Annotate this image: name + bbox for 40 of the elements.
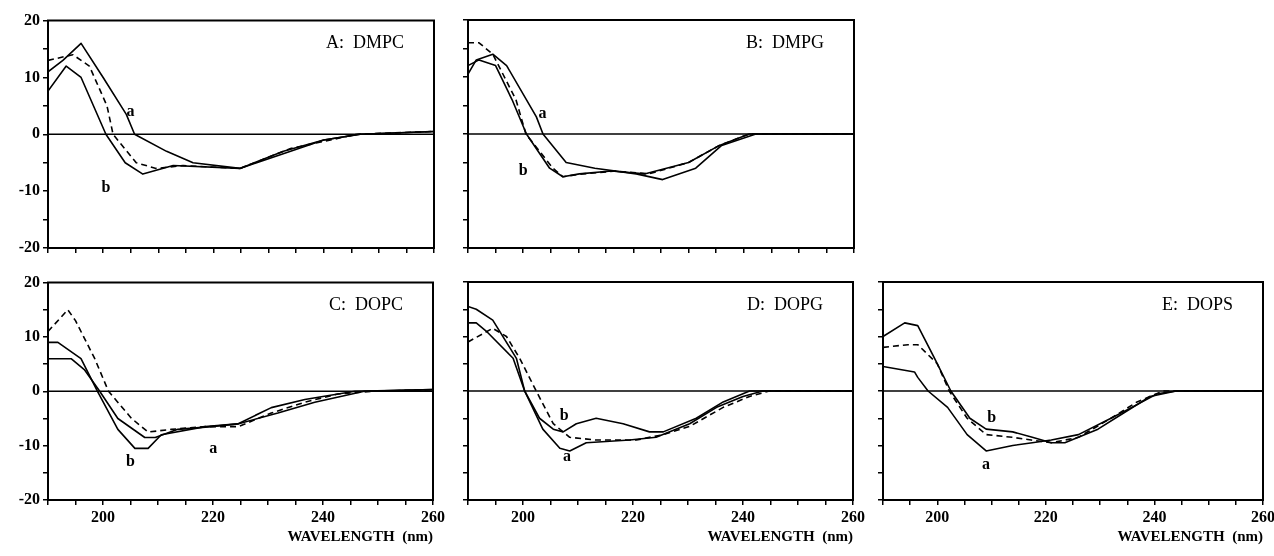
x-axis-title: WAVELENGTH (nm): [287, 527, 433, 545]
y-tick-label: 0: [32, 381, 40, 399]
x-tick-label: 260: [841, 507, 865, 525]
x-axis-title: WAVELENGTH (nm): [1117, 527, 1263, 545]
y-tick-label: 0: [32, 124, 40, 142]
series-label: b: [559, 405, 569, 423]
y-tick-label: 10: [24, 327, 40, 345]
text: C: DOPC: [328, 294, 403, 315]
text: D: DOPG: [746, 293, 823, 314]
y-tick-label: -10: [18, 181, 40, 199]
x-tick-label: 240: [1142, 507, 1167, 525]
text: A: DMPC: [325, 32, 404, 53]
y-tick-label: 20: [24, 10, 40, 28]
series-label: a: [209, 438, 218, 456]
x-axis-title: WAVELENGTH (nm): [707, 527, 853, 545]
x-tick-label: 240: [731, 507, 755, 525]
text: E: DOPS: [1161, 293, 1233, 314]
text: B: DMPG: [745, 31, 824, 52]
series-label: a: [981, 454, 990, 472]
x-tick-label: 220: [621, 507, 645, 525]
series-label: b: [101, 178, 111, 196]
x-tick-label: 200: [91, 507, 115, 525]
series-label: b: [987, 408, 997, 426]
y-tick-label: 20: [24, 272, 40, 290]
y-tick-label: -20: [18, 490, 40, 508]
series-label: a: [126, 101, 135, 119]
x-tick-label: 260: [1251, 507, 1274, 525]
x-tick-label: 220: [201, 507, 225, 525]
series-label: a: [562, 446, 571, 464]
x-tick-label: 200: [511, 507, 535, 525]
y-tick-label: -20: [18, 238, 40, 256]
series-label: b: [518, 161, 528, 179]
series-label: b: [125, 452, 135, 470]
x-tick-label: 200: [925, 507, 950, 525]
x-tick-label: 240: [311, 507, 335, 525]
x-tick-label: 260: [421, 507, 445, 525]
y-tick-label: -10: [18, 435, 40, 453]
x-tick-label: 220: [1033, 507, 1058, 525]
y-tick-label: 10: [24, 67, 40, 85]
series-label: a: [538, 104, 547, 122]
